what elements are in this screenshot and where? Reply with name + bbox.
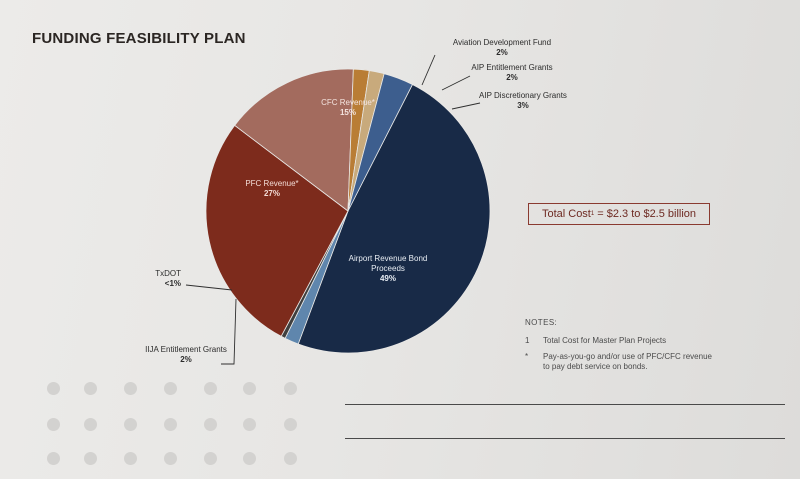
slice-name-label: IIJA Entitlement Grants	[145, 345, 227, 354]
decorative-dot	[84, 382, 97, 395]
slice-percent-label: 27%	[264, 189, 280, 198]
decorative-dot	[204, 452, 217, 465]
slice-percent-label: 15%	[340, 108, 356, 117]
decorative-dot	[243, 452, 256, 465]
note-marker: 1	[525, 336, 530, 345]
pie-slice-cfc-revenue	[234, 68, 354, 212]
total-cost-footnote-mark: 1	[590, 211, 595, 217]
decorative-dot	[84, 452, 97, 465]
decorative-dot	[164, 452, 177, 465]
slice-percent-label: 49%	[380, 274, 396, 283]
decorative-dot	[164, 418, 177, 431]
page-title: FUNDING FEASIBILITY PLAN	[32, 30, 246, 47]
leader-line-aip-entitlement	[441, 75, 471, 91]
leader-line-ija-entitlement	[221, 298, 237, 365]
decorative-dot	[243, 382, 256, 395]
decorative-dot	[243, 418, 256, 431]
slice-name-label: Proceeds	[371, 264, 405, 273]
slice-name-label: PFC Revenue*	[245, 179, 298, 188]
decorative-dot	[124, 452, 137, 465]
slice-name-label: TxDOT	[155, 269, 181, 278]
slice-name-label: AIP Entitlement Grants	[471, 63, 552, 72]
note-text: Pay-as-you-go and/or use of PFC/CFC reve…	[543, 352, 712, 371]
leader-line-aip-discretionary	[451, 102, 481, 110]
decorative-dot	[124, 418, 137, 431]
slice-percent-label: 2%	[506, 73, 518, 82]
leader-line-txdot	[185, 284, 233, 291]
divider-line	[345, 438, 785, 439]
decorative-dot	[284, 382, 297, 395]
note-text: Total Cost for Master Plan Projects	[543, 336, 667, 345]
note-marker: *	[525, 352, 529, 361]
slice-percent-label: 2%	[180, 355, 192, 364]
total-cost-prefix: Total Cost	[541, 208, 591, 220]
slice-name-label: Aviation Development Fund	[453, 38, 551, 47]
slice-percent-label: <1%	[165, 279, 181, 288]
decorative-dot	[124, 382, 137, 395]
pie-slice-aip-discretionary	[347, 73, 414, 212]
total-cost-box: Total Cost 1 = $2.3 to $2.5 billion	[528, 203, 710, 225]
slice-name-label: Airport Revenue Bond	[349, 254, 428, 263]
decorative-dot	[284, 452, 297, 465]
pie-slice-pfc-revenue	[205, 124, 349, 337]
slice-name-label: CFC Revenue*	[321, 98, 375, 107]
decorative-dot	[204, 418, 217, 431]
decorative-dot	[47, 382, 60, 395]
decorative-dot	[84, 418, 97, 431]
slice-percent-label: 2%	[496, 48, 508, 57]
decorative-dot	[47, 418, 60, 431]
note-item: * Pay-as-you-go and/or use of PFC/CFC re…	[525, 352, 785, 372]
decorative-dot	[204, 382, 217, 395]
slice-name-label: AIP Discretionary Grants	[479, 91, 567, 100]
pie-slice-airport-revenue-bond	[297, 83, 491, 354]
note-item: 1 Total Cost for Master Plan Projects	[525, 336, 785, 346]
decorative-dot	[284, 418, 297, 431]
notes-section: NOTES: 1 Total Cost for Master Plan Proj…	[525, 318, 785, 378]
decorative-dot	[164, 382, 177, 395]
notes-heading: NOTES:	[525, 318, 558, 327]
total-cost-range: = $2.3 to $2.5 billion	[594, 208, 697, 220]
decorative-dot	[47, 452, 60, 465]
leader-line-aviation-development-fund	[421, 54, 436, 86]
slice-percent-label: 3%	[517, 101, 529, 110]
divider-line	[345, 404, 785, 405]
